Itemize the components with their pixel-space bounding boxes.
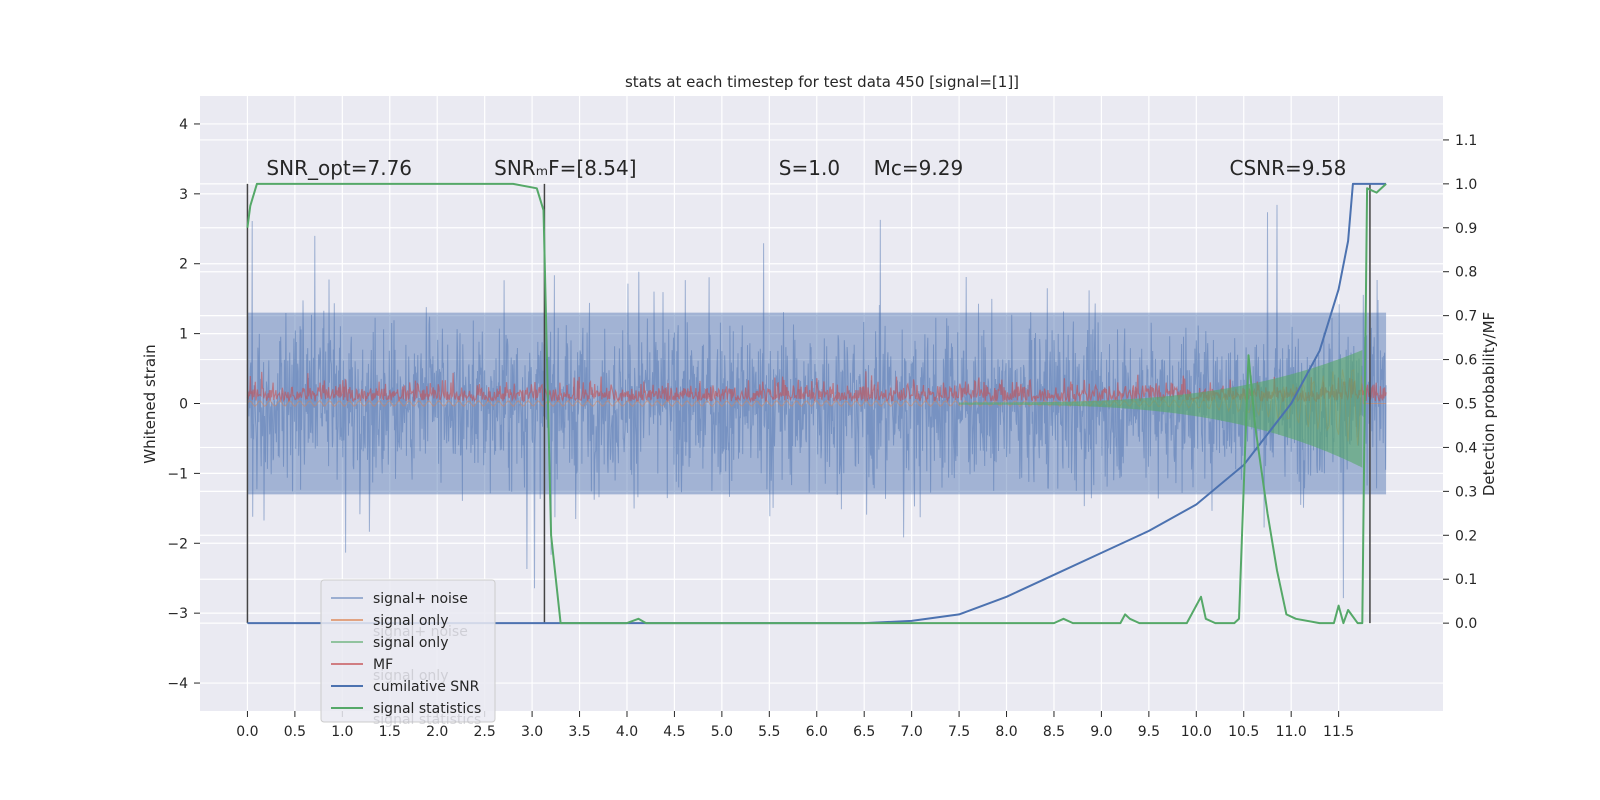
x-tick-label: 2.5 <box>474 724 496 740</box>
y-tick-label: 1 <box>179 327 188 343</box>
series-layer <box>246 182 1387 625</box>
x-tick-label: 1.0 <box>331 724 353 740</box>
y-tick-label-right: 1.1 <box>1455 133 1477 149</box>
x-tick-label: 11.5 <box>1323 724 1354 740</box>
legend-ghost-label: signal+ noise <box>373 624 468 640</box>
y-tick-label: −3 <box>167 606 188 622</box>
x-tick-label: 3.5 <box>568 724 590 740</box>
legend-label: MF <box>373 657 393 673</box>
legend-label: cumilative SNR <box>373 679 480 695</box>
y-tick-label-right: 1.0 <box>1455 177 1477 193</box>
legend-ghost-label: signal statistics <box>373 712 481 728</box>
x-tick-label: 7.0 <box>901 724 923 740</box>
y-tick-label: −1 <box>167 466 188 482</box>
legend-label: signal only <box>373 613 448 629</box>
y-tick-label-right: 0.1 <box>1455 572 1477 588</box>
y-tick-label-right: 0.2 <box>1455 528 1477 544</box>
y-axis-label-right: Detection probability/MF <box>1480 312 1498 496</box>
y-axis-label-left: Whitened strain <box>141 344 159 463</box>
x-tick-label: 0.5 <box>284 724 306 740</box>
series-cumulative-snr <box>247 182 1387 625</box>
x-tick-label: 8.0 <box>995 724 1017 740</box>
x-tick-label: 4.0 <box>616 724 638 740</box>
annotation-snr-mf: SNRₘF=[8.54] <box>494 156 636 180</box>
series-signal-statistics <box>246 182 1387 625</box>
y-tick-label: −2 <box>167 536 188 552</box>
x-tick-label: 9.5 <box>1138 724 1160 740</box>
x-tick-label: 4.5 <box>663 724 685 740</box>
x-tick-label: 0.0 <box>236 724 258 740</box>
y-tick-label-right: 0.6 <box>1455 353 1477 369</box>
y-tick-label: 4 <box>179 117 188 133</box>
x-tick-label: 10.0 <box>1181 724 1212 740</box>
x-tick-label: 8.5 <box>1043 724 1065 740</box>
y-tick-label-right: 0.3 <box>1455 484 1477 500</box>
x-tick-label: 3.0 <box>521 724 543 740</box>
chart-title: stats at each timestep for test data 450… <box>625 73 1019 91</box>
legend-label: signal statistics <box>373 701 481 717</box>
y-tick-label-right: 0.9 <box>1455 221 1477 237</box>
y-tick-label: −4 <box>167 676 188 692</box>
legend-box <box>320 579 496 723</box>
annotation-csnr: CSNR=9.58 <box>1230 156 1347 180</box>
x-tick-label: 10.5 <box>1228 724 1259 740</box>
x-tick-label: 7.5 <box>948 724 970 740</box>
x-tick-label: 2.0 <box>426 724 448 740</box>
annotation-mc-value: Mᴄ=9.29 <box>874 156 964 180</box>
y-tick-label-right: 0.7 <box>1455 309 1477 325</box>
x-tick-label: 9.0 <box>1090 724 1112 740</box>
x-tick-label: 5.5 <box>758 724 780 740</box>
y-tick-label-right: 0.5 <box>1455 397 1477 413</box>
y-tick-label: 3 <box>179 187 188 203</box>
y-tick-label-right: 0.4 <box>1455 440 1477 456</box>
x-tick-label: 6.0 <box>806 724 828 740</box>
annotations: SNR_opt=7.76 SNRₘF=[8.54] S=1.0 Mᴄ=9.29 CSNR… <box>266 156 1346 180</box>
y-axis-left: −4 −3 −2 −1 0 1 2 3 4 <box>167 117 200 692</box>
series-signal-only-green <box>959 350 1363 468</box>
x-tick-label: 11.0 <box>1276 724 1307 740</box>
y-tick-label-right: 0.8 <box>1455 265 1477 281</box>
x-tick-label: 5.0 <box>711 724 733 740</box>
annotation-snr-opt: SNR_opt=7.76 <box>266 156 412 180</box>
y-tick-label: 2 <box>179 257 188 273</box>
annotation-s-value: S=1.0 <box>779 156 840 180</box>
y-tick-label: 0 <box>179 397 188 413</box>
x-tick-label: 1.5 <box>379 724 401 740</box>
legend-label: signal only <box>373 635 448 651</box>
legend-ghost-label: signal only <box>373 668 448 684</box>
y-axis-right: 0.0 0.1 0.2 0.3 0.4 0.5 0.6 0.7 0.8 0.9 1.0 1.1 <box>1443 133 1477 632</box>
series-signal-noise <box>246 204 1387 599</box>
x-axis: 0.0 0.5 1.0 1.5 2.0 2.5 3.0 3.5 4.0 4.5 5.0 5.5 6.0 6… <box>236 711 1354 740</box>
legend-label: signal+ noise <box>373 591 468 607</box>
y-tick-label-right: 0.0 <box>1455 616 1477 632</box>
x-tick-label: 6.5 <box>853 724 875 740</box>
